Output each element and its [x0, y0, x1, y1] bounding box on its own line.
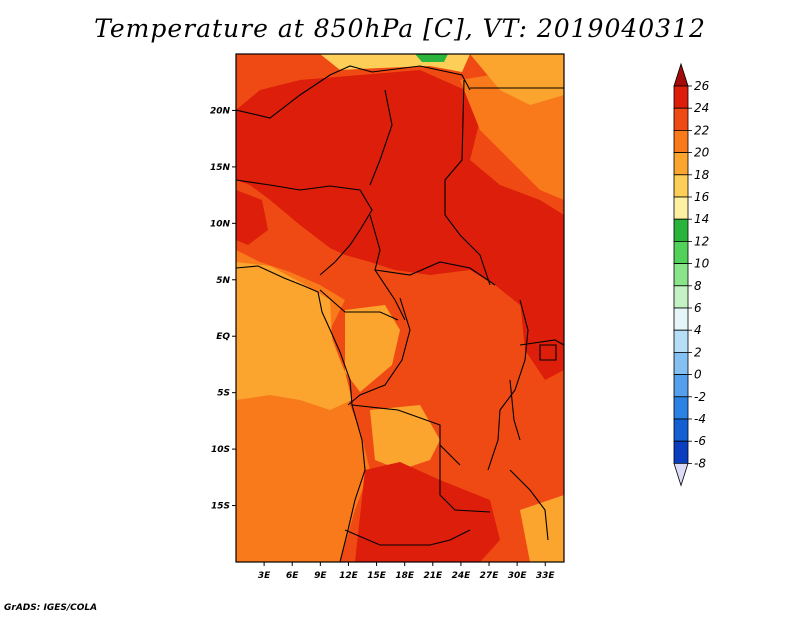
colorbar-band: [673, 218, 689, 242]
colorbar-band: [673, 374, 689, 398]
colorbar-band: [673, 418, 689, 442]
colorbar-label: 26: [694, 79, 710, 93]
boundary-sahel: [236, 65, 471, 119]
colorbar-label: 10: [694, 257, 710, 271]
boundary-west-coast: [236, 265, 366, 562]
boundary-gabon-congo: [319, 289, 399, 321]
field-north-red: [236, 70, 564, 305]
field-green-patch: [415, 54, 448, 62]
x-tick-label: 6E: [286, 571, 299, 581]
colorbar-band: [673, 329, 689, 353]
colorbar-label: -8: [694, 456, 706, 470]
colorbar-label: 22: [694, 123, 709, 137]
y-tick-label: 5S: [217, 389, 230, 399]
boundary-lake-victoria: [539, 344, 557, 361]
boundary-angola-zambia: [439, 445, 491, 513]
colorbar-band: [673, 196, 689, 220]
y-tick-label: 5N: [216, 276, 230, 286]
colorbar-band: [673, 107, 689, 131]
map-frame: [235, 53, 565, 563]
colorbar-label: 18: [694, 168, 710, 182]
colorbar-label: -2: [694, 390, 706, 404]
colorbar-top-arrow: [673, 62, 689, 87]
boundary-angola-north: [351, 404, 461, 466]
colorbar-label: 16: [694, 190, 710, 204]
chart-title: Temperature at 850hPa [C], VT: 201904031…: [94, 14, 706, 43]
colorbar-label: 14: [694, 212, 709, 226]
field-sw-yellow: [370, 405, 440, 470]
colorbar-label: 12: [694, 234, 709, 248]
x-axis: 3E 6E 9E 12E 15E 18E 21E 24E 27E 30E 33E: [258, 562, 556, 581]
x-tick-label: 33E: [536, 571, 556, 581]
x-tick-label: 24E: [452, 571, 472, 581]
field-east-red: [520, 290, 564, 380]
y-axis: 20N 15N 10N 5N EQ 5S 10S 15S: [210, 106, 236, 512]
field-coast-yellow: [236, 262, 352, 410]
boundary-mozambique: [509, 469, 549, 541]
colorbar-band: [673, 240, 689, 264]
y-tick-label: 15N: [210, 163, 231, 173]
x-tick-label: 3E: [258, 571, 271, 581]
colorbar-label: 8: [694, 279, 702, 293]
x-tick-label: 15E: [367, 571, 387, 581]
x-tick-label: 12E: [339, 571, 359, 581]
colorbar-band: [673, 152, 689, 176]
colorbar-label: 24: [694, 101, 709, 115]
grads-credit: GrADS: IGES/COLA: [4, 603, 98, 613]
colorbar-band: [673, 440, 689, 464]
field-west-small-red: [236, 190, 268, 245]
y-tick-label: 15S: [211, 502, 230, 512]
colorbar-label: 2: [694, 345, 702, 359]
x-tick-label: 21E: [423, 571, 443, 581]
colorbar-label: 0: [694, 368, 702, 382]
colorbar-label: -4: [694, 412, 706, 426]
boundary-chad-sudan: [444, 79, 491, 286]
field-se-yellow: [520, 495, 564, 562]
y-tick-label: 10N: [210, 219, 231, 229]
colorbar-band: [673, 174, 689, 198]
field-congo-yellow: [345, 305, 400, 392]
boundary-drc-east: [487, 299, 529, 471]
y-tick-label: EQ: [216, 332, 230, 342]
boundary-niger-chad: [369, 89, 393, 186]
colorbar-band: [673, 85, 689, 109]
x-tick-label: 27E: [480, 571, 500, 581]
x-tick-label: 18E: [395, 571, 415, 581]
field-south-orange: [236, 455, 335, 562]
x-tick-label: 9E: [314, 571, 327, 581]
colorbar-label: -6: [694, 434, 706, 448]
colorbar-label: 6: [694, 301, 702, 315]
boundary-east-africa: [519, 339, 564, 346]
colorbar-label: 4: [694, 323, 702, 337]
colorbar-band: [673, 396, 689, 420]
colorbar-bottom-arrow: [673, 463, 689, 487]
x-tick-label: 30E: [508, 571, 528, 581]
temperature-field: [236, 54, 564, 562]
boundary-lake-tanganyika: [509, 379, 521, 441]
colorbar-band: [673, 351, 689, 375]
colorbar-band: [673, 129, 689, 153]
boundary-namibia: [344, 529, 471, 546]
country-boundaries: [236, 65, 564, 562]
y-tick-label: 20N: [210, 106, 231, 116]
colorbar-band: [673, 307, 689, 331]
boundary-car-south: [374, 261, 496, 286]
field-ne-yellow: [470, 54, 564, 105]
colorbar-label: 20: [694, 146, 710, 160]
boundary-congo-drc: [347, 297, 411, 406]
field-southeast-red: [355, 462, 500, 562]
boundary-nigeria: [236, 179, 373, 276]
y-tick-label: 10S: [211, 445, 230, 455]
colorbar-band: [673, 263, 689, 287]
colorbar-band: [673, 285, 689, 309]
